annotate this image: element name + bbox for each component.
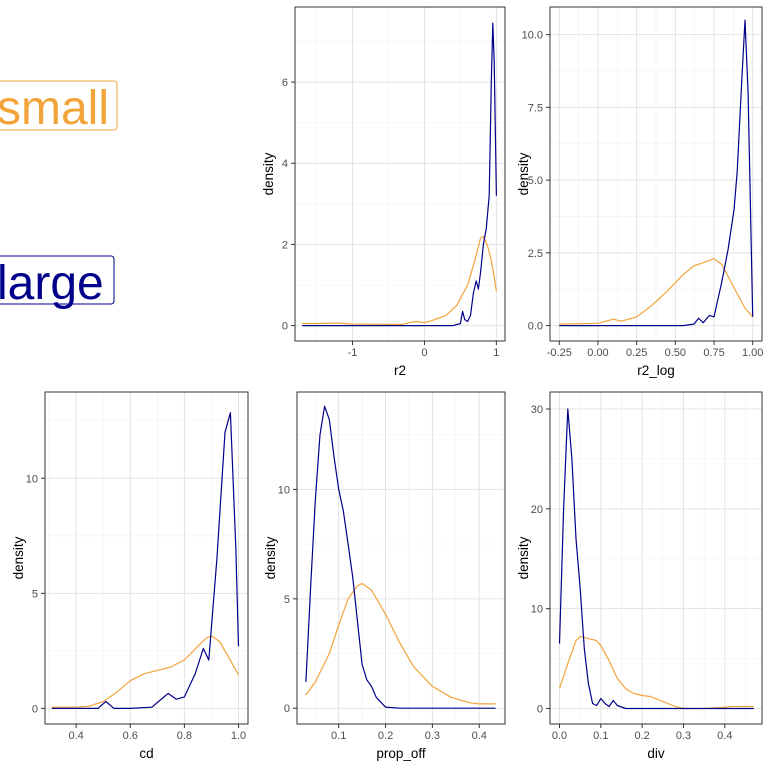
legend-large-box: large	[0, 255, 115, 310]
x-tick-label: 0.1	[331, 730, 346, 742]
y-axis-title: density	[516, 536, 531, 579]
y-tick-label: 6	[282, 77, 288, 89]
x-tick-label: 0.4	[472, 730, 487, 742]
x-tick-label: 0.50	[665, 347, 686, 359]
y-tick-label: 5	[284, 594, 290, 606]
legend-label-large: large	[0, 257, 104, 310]
legend-small-box: small	[0, 80, 118, 135]
x-tick-label: 0.6	[123, 730, 138, 742]
panel-border	[294, 6, 506, 342]
y-tick-label: 20	[531, 504, 543, 516]
y-tick-label: 5	[32, 588, 38, 600]
x-tick-label: 1.00	[742, 347, 763, 359]
x-axis-title: cd	[139, 746, 153, 761]
density-line-small	[559, 258, 754, 325]
y-tick-label: 7.5	[528, 102, 543, 114]
x-tick-label: 1	[493, 347, 499, 359]
y-tick-label: 10.0	[522, 30, 543, 42]
x-axis-title: r2	[394, 363, 406, 378]
x-tick-label: 0.4	[68, 730, 83, 742]
x-tick-label: 0	[421, 347, 427, 359]
x-axis-title: prop_off	[376, 746, 426, 761]
y-tick-label: 4	[282, 158, 288, 170]
panel-border	[296, 391, 506, 725]
panel-background	[550, 392, 762, 724]
x-tick-label: 0.25	[626, 347, 647, 359]
y-tick-label: 30	[531, 404, 543, 416]
legend-label-small: small	[0, 82, 109, 135]
density-line-large	[305, 405, 496, 709]
x-tick-label: 0.2	[378, 730, 393, 742]
panel-background	[295, 7, 505, 341]
density-panel-cd: 0.4 0.6 0.8 1.0 0 5 10 cd density	[11, 391, 249, 761]
density-line-large	[302, 22, 497, 327]
y-axis-title: density	[11, 536, 26, 579]
panel-border	[549, 391, 763, 725]
x-tick-label: 0.3	[676, 730, 691, 742]
y-tick-label: 10	[531, 604, 543, 616]
y-tick-label: 0.0	[528, 321, 543, 333]
x-tick-label: 0.0	[552, 730, 567, 742]
y-tick-label: 10	[26, 473, 38, 485]
x-tick-label: 0.00	[587, 347, 608, 359]
density-line-small	[302, 235, 497, 325]
y-tick-label: 0	[284, 703, 290, 715]
y-axis-title: density	[263, 536, 278, 579]
y-tick-label: 2.5	[528, 248, 543, 260]
x-axis-title: div	[647, 746, 665, 761]
y-tick-label: 0	[537, 704, 543, 716]
density-line-large	[51, 412, 240, 709]
x-tick-label: 0.8	[177, 730, 192, 742]
y-tick-label: 5.0	[528, 175, 543, 187]
x-tick-label: 0.4	[717, 730, 732, 742]
x-tick-label: -1	[348, 347, 358, 359]
panel-border	[549, 6, 763, 342]
x-tick-label: -0.25	[547, 347, 572, 359]
y-axis-title: density	[516, 152, 531, 195]
panel-background	[45, 392, 248, 724]
x-tick-label: 1.0	[231, 730, 246, 742]
density-line-small	[51, 635, 240, 708]
density-line-large	[558, 408, 754, 710]
x-axis-title: r2_log	[637, 363, 675, 378]
density-panel-r2-log: -0.25 0.00 0.25 0.50 0.75 1.00 0.0 2.5 5.0 7.5 10.…	[516, 6, 763, 378]
x-tick-label: 0.2	[635, 730, 650, 742]
panel-background	[297, 392, 505, 724]
x-tick-label: 0.3	[425, 730, 440, 742]
density-line-small	[305, 582, 496, 705]
density-panel-div: 0.0 0.1 0.2 0.3 0.4 0 10 20 30 div density	[516, 391, 763, 761]
x-tick-label: 0.75	[703, 347, 724, 359]
x-tick-label: 0.1	[593, 730, 608, 742]
y-tick-label: 10	[278, 484, 290, 496]
y-tick-label: 0	[282, 321, 288, 333]
y-axis-title: density	[261, 152, 276, 195]
density-line-large	[559, 19, 754, 327]
density-panel-prop-off: 0.1 0.2 0.3 0.4 0 5 10 prop_off density	[263, 391, 506, 761]
density-panel-r2: -1 0 1 0 2 4 6 r2 density	[261, 6, 506, 378]
y-tick-label: 2	[282, 239, 288, 251]
y-tick-label: 0	[32, 703, 38, 715]
panel-border	[44, 391, 249, 725]
